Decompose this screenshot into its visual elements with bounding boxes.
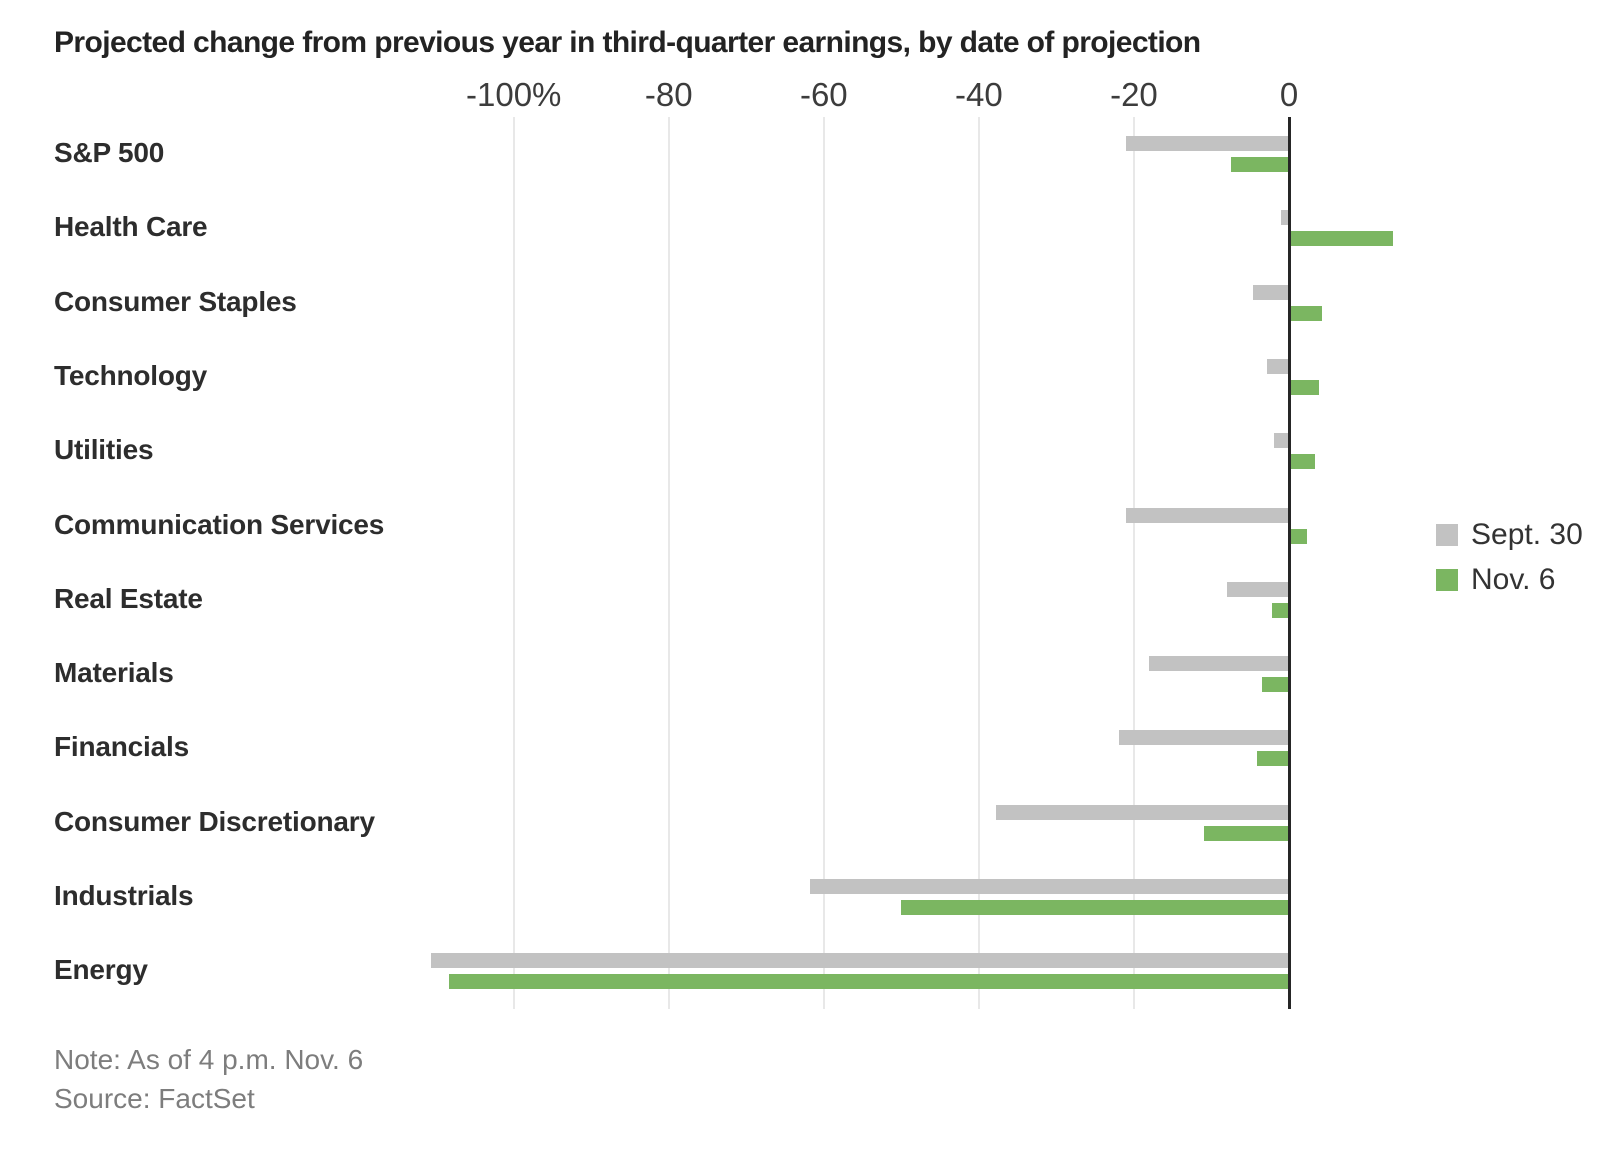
chart-note: Note: As of 4 p.m. Nov. 6	[54, 1044, 364, 1075]
x-tick-label: 0	[1279, 76, 1299, 113]
gridline	[512, 117, 515, 1009]
category-label-industrials: Industrials	[54, 880, 194, 911]
bar-sept-30-utilities	[1274, 433, 1289, 449]
x-tick-label: -40	[955, 76, 1003, 113]
legend-swatch-sept-30	[1436, 524, 1458, 546]
category-label-s-p-500: S&P 500	[54, 137, 165, 168]
legend: Sept. 30 Nov. 6	[1436, 518, 1583, 597]
bar-nov-6-real-estate	[1271, 602, 1289, 618]
bar-sept-30-real-estate	[1226, 581, 1289, 597]
bar-nov-6-technology	[1289, 379, 1320, 395]
bar-nov-6-consumer-staples	[1289, 305, 1322, 321]
legend-swatch-nov-6	[1436, 569, 1458, 591]
legend-item-sept-30: Sept. 30	[1436, 518, 1583, 552]
x-tick-label: -20	[1110, 76, 1158, 113]
x-tick-label: -80	[644, 76, 693, 113]
bar-nov-6-energy	[449, 974, 1289, 990]
chart-title: Projected change from previous year in t…	[54, 26, 1201, 59]
legend-label-sept-30: Sept. 30	[1471, 518, 1583, 551]
bar-sept-30-technology	[1266, 358, 1289, 374]
legend-label-nov-6: Nov. 6	[1471, 563, 1556, 596]
gridline	[977, 117, 980, 1009]
bar-nov-6-health-care	[1289, 231, 1393, 247]
category-label-consumer-staples: Consumer Staples	[54, 285, 297, 317]
category-label-energy: Energy	[54, 954, 148, 986]
zero-axis-line	[1287, 117, 1291, 1009]
category-label-real-estate: Real Estate	[54, 582, 203, 614]
bar-sept-30-industrials	[809, 879, 1289, 894]
bar-sept-30-communication-services	[1126, 507, 1289, 523]
gridline	[822, 117, 825, 1009]
bar-sept-30-materials	[1149, 656, 1289, 672]
category-label-financials: Financials	[54, 731, 189, 763]
category-label-materials: Materials	[54, 657, 174, 689]
bar-nov-6-utilities	[1289, 454, 1315, 470]
gridline	[667, 117, 670, 1009]
bar-sept-30-energy	[430, 953, 1289, 969]
bar-nov-6-communication-services	[1289, 528, 1307, 544]
legend-item-nov-6: Nov. 6	[1436, 563, 1583, 597]
bar-sept-30-health-care	[1281, 210, 1289, 226]
bar-sept-30-consumer-discretionary	[995, 804, 1289, 820]
bar-nov-6-consumer-discretionary	[1204, 825, 1289, 841]
bar-nov-6-financials	[1257, 751, 1289, 767]
bar-nov-6-materials	[1261, 677, 1289, 693]
category-label-health-care: Health Care	[54, 211, 208, 243]
category-label-consumer-discretionary: Consumer Discretionary	[54, 805, 375, 837]
gridline	[1132, 117, 1135, 1009]
bar-sept-30-financials	[1119, 730, 1289, 746]
x-tick-label: -100%	[465, 76, 562, 113]
bar-sept-30-s-p-500	[1126, 136, 1289, 151]
category-label-communication-services: Communication Services	[54, 508, 385, 540]
x-tick-label: -60	[799, 76, 848, 113]
bar-nov-6-s-p-500	[1230, 157, 1289, 172]
category-label-utilities: Utilities	[54, 434, 154, 466]
bar-sept-30-consumer-staples	[1252, 284, 1289, 300]
category-label-technology: Technology	[54, 359, 208, 391]
chart-source: Source: FactSet	[54, 1083, 255, 1114]
bar-nov-6-industrials	[900, 900, 1289, 915]
